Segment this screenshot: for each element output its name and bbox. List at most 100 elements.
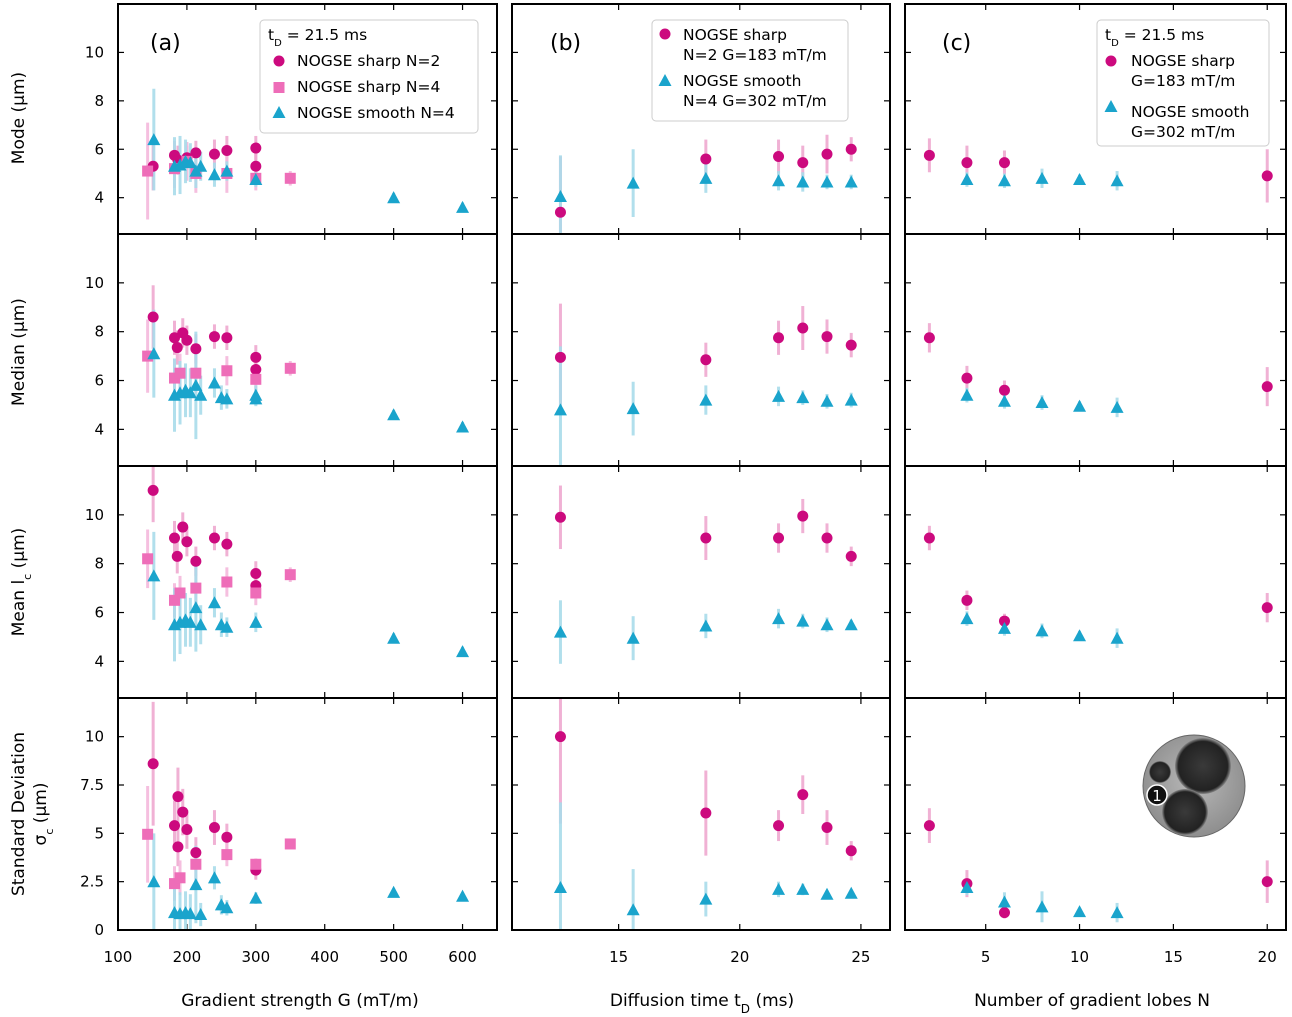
marker-point-col-a-r3-s2-12 bbox=[456, 889, 470, 902]
marker-point-col-a-r2-s1-6 bbox=[284, 569, 296, 581]
legend-c-marker-smooth bbox=[1104, 100, 1118, 112]
marker-point-col-a-r3-s2-4 bbox=[183, 907, 197, 920]
xlabel-a: Gradient strength G (mT/m) bbox=[181, 991, 418, 1011]
marker-point-col-b-r0-s1-0 bbox=[553, 189, 567, 202]
marker-point-col-c-r3-s1-4 bbox=[1110, 906, 1124, 919]
legend-a-marker-sharp-n2 bbox=[273, 55, 285, 67]
marker-point-col-c-r0-s1-4 bbox=[1110, 174, 1124, 187]
ytick-label-3-2: 5 bbox=[94, 824, 104, 842]
legend-c-marker-sharp bbox=[1105, 55, 1117, 67]
marker-point-col-a-r0-s0-5 bbox=[208, 148, 220, 160]
marker-point-col-a-r1-s0-4 bbox=[181, 334, 193, 346]
marker-point-col-a-r0-s2-6 bbox=[194, 159, 208, 172]
marker-point-col-b-r1-s0-0 bbox=[554, 351, 566, 363]
marker-point-col-c-r0-s0-3 bbox=[1261, 170, 1273, 182]
marker-point-col-a-r3-s2-5 bbox=[189, 878, 203, 891]
marker-point-col-c-r0-s0-1 bbox=[961, 157, 973, 169]
xtick-label-col-c-1: 10 bbox=[1070, 948, 1089, 966]
marker-point-col-c-r3-s1-2 bbox=[1035, 900, 1049, 913]
marker-point-col-c-r1-s1-3 bbox=[1073, 399, 1087, 412]
legend-b-entry-2-l1: NOGSE smooth bbox=[683, 72, 801, 90]
marker-point-col-b-r2-s0-1 bbox=[700, 532, 712, 544]
marker-point-col-b-r3-s0-0 bbox=[554, 731, 566, 743]
axes-frame-col-b-1 bbox=[511, 233, 891, 467]
ytick-label-0-3: 10 bbox=[85, 43, 104, 61]
marker-point-col-b-r3-s1-4 bbox=[796, 882, 810, 895]
panel-letter-c: (c) bbox=[942, 31, 971, 56]
marker-point-col-a-r2-s0-1 bbox=[169, 532, 181, 544]
marker-point-col-a-r2-s2-4 bbox=[183, 615, 197, 628]
inset-micrograph: 1 bbox=[1142, 734, 1246, 838]
marker-point-col-c-r1-s0-0 bbox=[923, 332, 935, 344]
marker-point-col-b-r1-s1-3 bbox=[772, 389, 786, 402]
legend-a-entry-2: NOGSE sharp N=4 bbox=[297, 78, 440, 96]
marker-point-col-b-r0-s0-5 bbox=[845, 143, 857, 155]
marker-point-col-a-r0-s2-8 bbox=[220, 164, 234, 177]
legend-a-header: tD = 21.5 ms bbox=[268, 26, 367, 49]
marker-point-col-a-r2-s0-6 bbox=[208, 532, 220, 544]
marker-point-col-c-r2-s0-1 bbox=[961, 594, 973, 606]
marker-point-col-b-r0-s1-4 bbox=[796, 175, 810, 188]
marker-point-col-a-r1-s2-12 bbox=[387, 408, 401, 421]
ytick-label-0-0: 4 bbox=[94, 189, 104, 207]
ytick-label-1-1: 6 bbox=[94, 372, 104, 390]
xtick-label-col-b-0: 15 bbox=[609, 948, 628, 966]
marker-point-col-a-r1-s1-5 bbox=[250, 373, 262, 385]
marker-point-col-a-r3-s2-9 bbox=[220, 901, 234, 914]
marker-point-col-b-r2-s1-4 bbox=[796, 614, 810, 627]
ylabel-mode: Mode (μm) bbox=[9, 72, 29, 164]
marker-point-col-a-r0-s2-2 bbox=[173, 158, 187, 171]
legend-a-frame bbox=[259, 19, 479, 134]
ytick-label-2-2: 8 bbox=[94, 555, 104, 573]
marker-point-col-b-r2-s0-4 bbox=[821, 532, 833, 544]
marker-point-col-c-r2-s1-3 bbox=[1073, 629, 1087, 642]
axes-frame-col-b-3 bbox=[511, 697, 891, 931]
marker-point-col-b-r2-s0-0 bbox=[554, 511, 566, 523]
marker-point-col-a-r3-s0-1 bbox=[169, 820, 181, 832]
marker-point-col-a-r0-s0-6 bbox=[221, 144, 233, 156]
marker-point-col-b-r1-s0-5 bbox=[845, 339, 857, 351]
marker-point-col-a-r2-s0-0 bbox=[147, 484, 159, 496]
marker-point-col-a-r3-s0-7 bbox=[208, 822, 220, 834]
marker-point-col-b-r3-s1-1 bbox=[626, 903, 640, 916]
marker-point-col-a-r0-s2-0 bbox=[147, 133, 161, 146]
marker-point-col-a-r1-s0-7 bbox=[221, 332, 233, 344]
xlabel-b-sub: D bbox=[741, 1002, 750, 1016]
marker-point-col-c-r2-s1-1 bbox=[997, 621, 1011, 634]
marker-point-col-b-r1-s1-1 bbox=[626, 402, 640, 415]
marker-point-col-c-r0-s1-1 bbox=[997, 174, 1011, 187]
panel-letter-a: (a) bbox=[150, 31, 181, 56]
marker-point-col-c-r1-s0-1 bbox=[961, 372, 973, 384]
inset-cell-1 bbox=[1149, 761, 1171, 783]
marker-point-col-a-r2-s1-0 bbox=[142, 553, 154, 565]
marker-point-col-c-r1-s1-0 bbox=[960, 388, 974, 401]
marker-point-col-a-r0-s2-4 bbox=[183, 156, 197, 169]
marker-point-col-a-r2-s1-5 bbox=[250, 587, 262, 599]
legend-b-entry-1-l2: N=2 G=183 mT/m bbox=[683, 46, 827, 64]
xtick-label-col-c-3: 20 bbox=[1258, 948, 1277, 966]
marker-point-col-b-r3-s1-3 bbox=[772, 882, 786, 895]
marker-point-col-b-r2-s0-2 bbox=[773, 532, 785, 544]
inset-badge bbox=[1146, 784, 1168, 806]
marker-point-col-a-r3-s2-11 bbox=[387, 885, 401, 898]
ytick-label-0-2: 8 bbox=[94, 92, 104, 110]
xtick-label-col-b-2: 25 bbox=[851, 948, 870, 966]
marker-point-col-a-r1-s0-2 bbox=[171, 342, 183, 354]
marker-point-col-a-r0-s2-11 bbox=[456, 200, 470, 213]
marker-point-col-b-r3-s0-2 bbox=[773, 820, 785, 832]
ylabel-median: Median (μm) bbox=[9, 298, 29, 406]
marker-point-col-c-r3-s1-1 bbox=[997, 895, 1011, 908]
marker-point-col-a-r2-s0-3 bbox=[177, 521, 189, 533]
marker-point-col-c-r3-s0-0 bbox=[923, 820, 935, 832]
marker-point-col-a-r2-s2-7 bbox=[207, 596, 221, 609]
ylabel-mean: Mean lc (μm) bbox=[9, 528, 34, 637]
marker-point-col-a-r3-s0-3 bbox=[172, 841, 184, 853]
inset-cell-2 bbox=[1175, 738, 1231, 794]
marker-point-col-a-r1-s2-11 bbox=[249, 392, 263, 405]
marker-point-col-b-r0-s1-6 bbox=[844, 175, 858, 188]
marker-point-col-c-r2-s0-3 bbox=[1261, 602, 1273, 614]
ytick-label-1-2: 8 bbox=[94, 323, 104, 341]
legend-b-frame bbox=[651, 19, 849, 122]
marker-point-col-a-r1-s0-0 bbox=[147, 311, 159, 323]
